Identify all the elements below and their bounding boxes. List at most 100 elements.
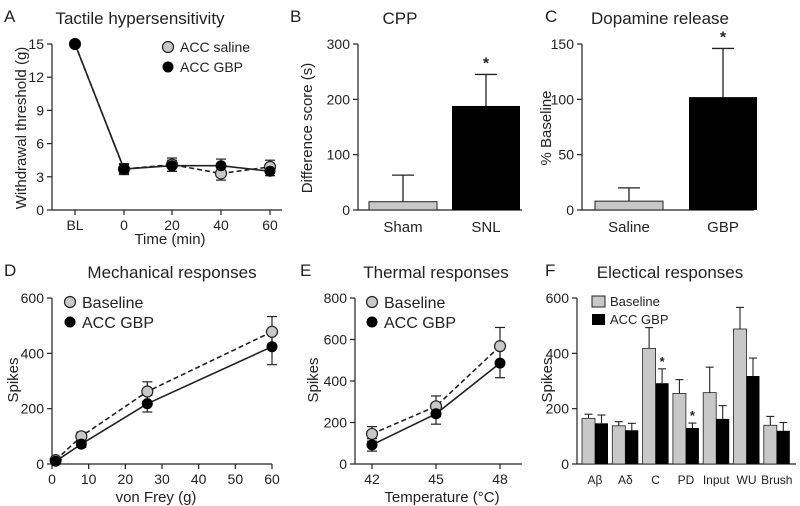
panel-e-point-baseline [365,427,379,441]
panel-f-legend: Baseline ACC GBP [591,294,669,327]
panel-f-x-tick-label: WU [737,473,757,487]
panel-b-bar-snl [452,105,520,210]
legend-marker-acc-gbp [64,316,76,328]
legend-marker-acc-gbp [366,316,378,328]
panel-f-bar-baseline-input [702,392,717,465]
panel-d-point-acc-gbp [141,398,153,410]
panel-c-bar-saline [594,200,664,211]
panel-f-x-tick-label: Aβ [588,473,603,487]
panel-d-label: D [4,261,16,280]
panel-a-point-acc-gbp [215,160,227,172]
panel-f-x-tick-label: C [651,473,660,487]
panel-e-ylabel: Spikes [305,357,322,402]
panel-c-y-tick-label: 50 [558,147,574,163]
panel-f-x-tick-label: Aδ [618,473,633,487]
panel-c-y-tick-label: 100 [551,91,575,107]
panel-f-bar-acc-gbp-wu [746,376,760,464]
legend-swatch-baseline [591,295,606,308]
legend-swatch-acc-gbp [592,314,605,325]
legend-label-acc-saline: ACC saline [180,39,250,55]
panel-d-legend: Baseline ACC GBP [63,295,154,332]
panel-f-x-tick-label: PD [678,473,695,487]
panel-f-bar-acc-gbp-input [716,418,730,464]
panel-b-y-tick-label: 0 [342,202,350,218]
panel-f-bar-baseline-wu [733,328,747,465]
panel-d: D Mechanical responses Spikes von Frey (… [4,261,280,506]
panel-e-y-tick-label: 600 [324,332,348,348]
panel-a-y-tick-label: 0 [36,202,44,218]
panel-d-x-tick-label: 40 [191,471,207,487]
legend-label-acc-gbp: ACC GBP [610,312,669,327]
panel-d-y-tick-label: 400 [21,345,45,361]
panel-d-x-tick-label: 0 [48,471,56,487]
legend-marker-baseline [63,295,77,309]
panel-c-x-tick-label: GBP [707,219,739,236]
panel-d-y-tick-label: 600 [21,290,45,306]
panel-e-y-tick-label: 800 [324,290,348,306]
panel-a-label: A [4,7,16,26]
panel-e-y-tick-label: 0 [339,456,347,472]
panel-d-x-tick-label: 10 [81,471,97,487]
panel-f-significance-star: * [690,408,696,423]
panel-d-ylabel: Spikes [5,357,22,402]
panel-f-bar-acc-gbp-a- [625,430,639,464]
panel-f-y-tick-label: 200 [546,401,570,417]
panel-e: E Thermal responses Spikes Temperature (… [300,261,522,506]
panel-e-x-tick-label: 42 [364,471,380,487]
panel-d-x-tick-label: 30 [154,471,170,487]
panel-f-y-tick-label: 0 [561,456,569,472]
panel-a-xlabel: Time (min) [134,231,205,248]
panel-f-bar-acc-gbp-pd [685,428,699,464]
panel-d-title: Mechanical responses [87,263,256,282]
panel-a-x-tick-label: 40 [213,217,229,233]
panel-b-label: B [290,7,301,26]
panel-d-series-line-acc-gbp [55,345,273,462]
legend-label-baseline: Baseline [384,295,445,312]
panel-d-x-tick-label: 20 [118,471,134,487]
panel-c-label: C [545,7,557,26]
legend-label-baseline: Baseline [610,294,660,309]
panel-c-title: Dopamine release [591,9,729,28]
legend-label-acc-gbp: ACC GBP [82,315,154,332]
panel-a-point-acc-gbp [69,38,81,50]
panel-f-bar-acc-gbp-a- [595,423,608,464]
panel-a-y-tick-label: 15 [28,36,44,52]
panel-d-point-baseline [265,325,279,338]
panel-a-legend: ACC saline ACC GBP [161,39,250,75]
panel-b-title: CPP [383,9,418,28]
panel-d-series-line-baseline [55,331,273,461]
panel-c-bar-gbp [689,97,757,210]
panel-c-ylabel: % Baseline [538,90,555,165]
panel-e-y-tick-label: 200 [324,415,348,431]
panel-f-significance-star: * [660,354,666,369]
panel-e-title: Thermal responses [363,263,509,282]
panel-e-point-acc-gbp [430,408,442,420]
panel-e-xlabel: Temperature (°C) [384,489,499,506]
legend-label-acc-gbp: ACC GBP [384,315,456,332]
panel-a-y-tick-label: 9 [36,102,44,118]
panel-b-x-tick-label: SNL [471,219,500,236]
panel-a-x-tick-label: 0 [120,217,128,233]
panel-b: B CPP Difference score (s) 0 100 200 300 Sh… [290,7,522,236]
panel-b-x-tick-label: Sham [383,219,422,236]
panel-f-y-tick-label: 400 [546,345,570,361]
panel-e-y-tick-label: 400 [324,373,348,389]
panel-d-point-acc-gbp [266,341,278,353]
panel-f-bar-baseline-a- [581,417,596,465]
legend-marker-baseline [365,295,379,309]
panel-c-y-tick-label: 0 [566,202,574,218]
panel-a-x-tick-label: 20 [164,217,180,233]
panel-f-title: Electical responses [597,263,743,282]
panel-f-x-tick-label: Input [703,473,730,487]
panel-e-label: E [300,261,311,280]
panel-b-y-tick-label: 300 [327,36,351,52]
panel-d-y-tick-label: 0 [36,456,44,472]
panel-c: C Dopamine release % Baseline 050100150 … [538,7,757,236]
legend-label-acc-gbp: ACC GBP [180,59,243,75]
panel-f-bar-baseline-pd [672,393,687,465]
panel-e-x-tick-label: 48 [492,471,508,487]
panel-a-y-tick-label: 6 [36,136,44,152]
legend-marker-acc-saline [161,40,175,54]
panel-d-y-tick-label: 200 [21,401,45,417]
